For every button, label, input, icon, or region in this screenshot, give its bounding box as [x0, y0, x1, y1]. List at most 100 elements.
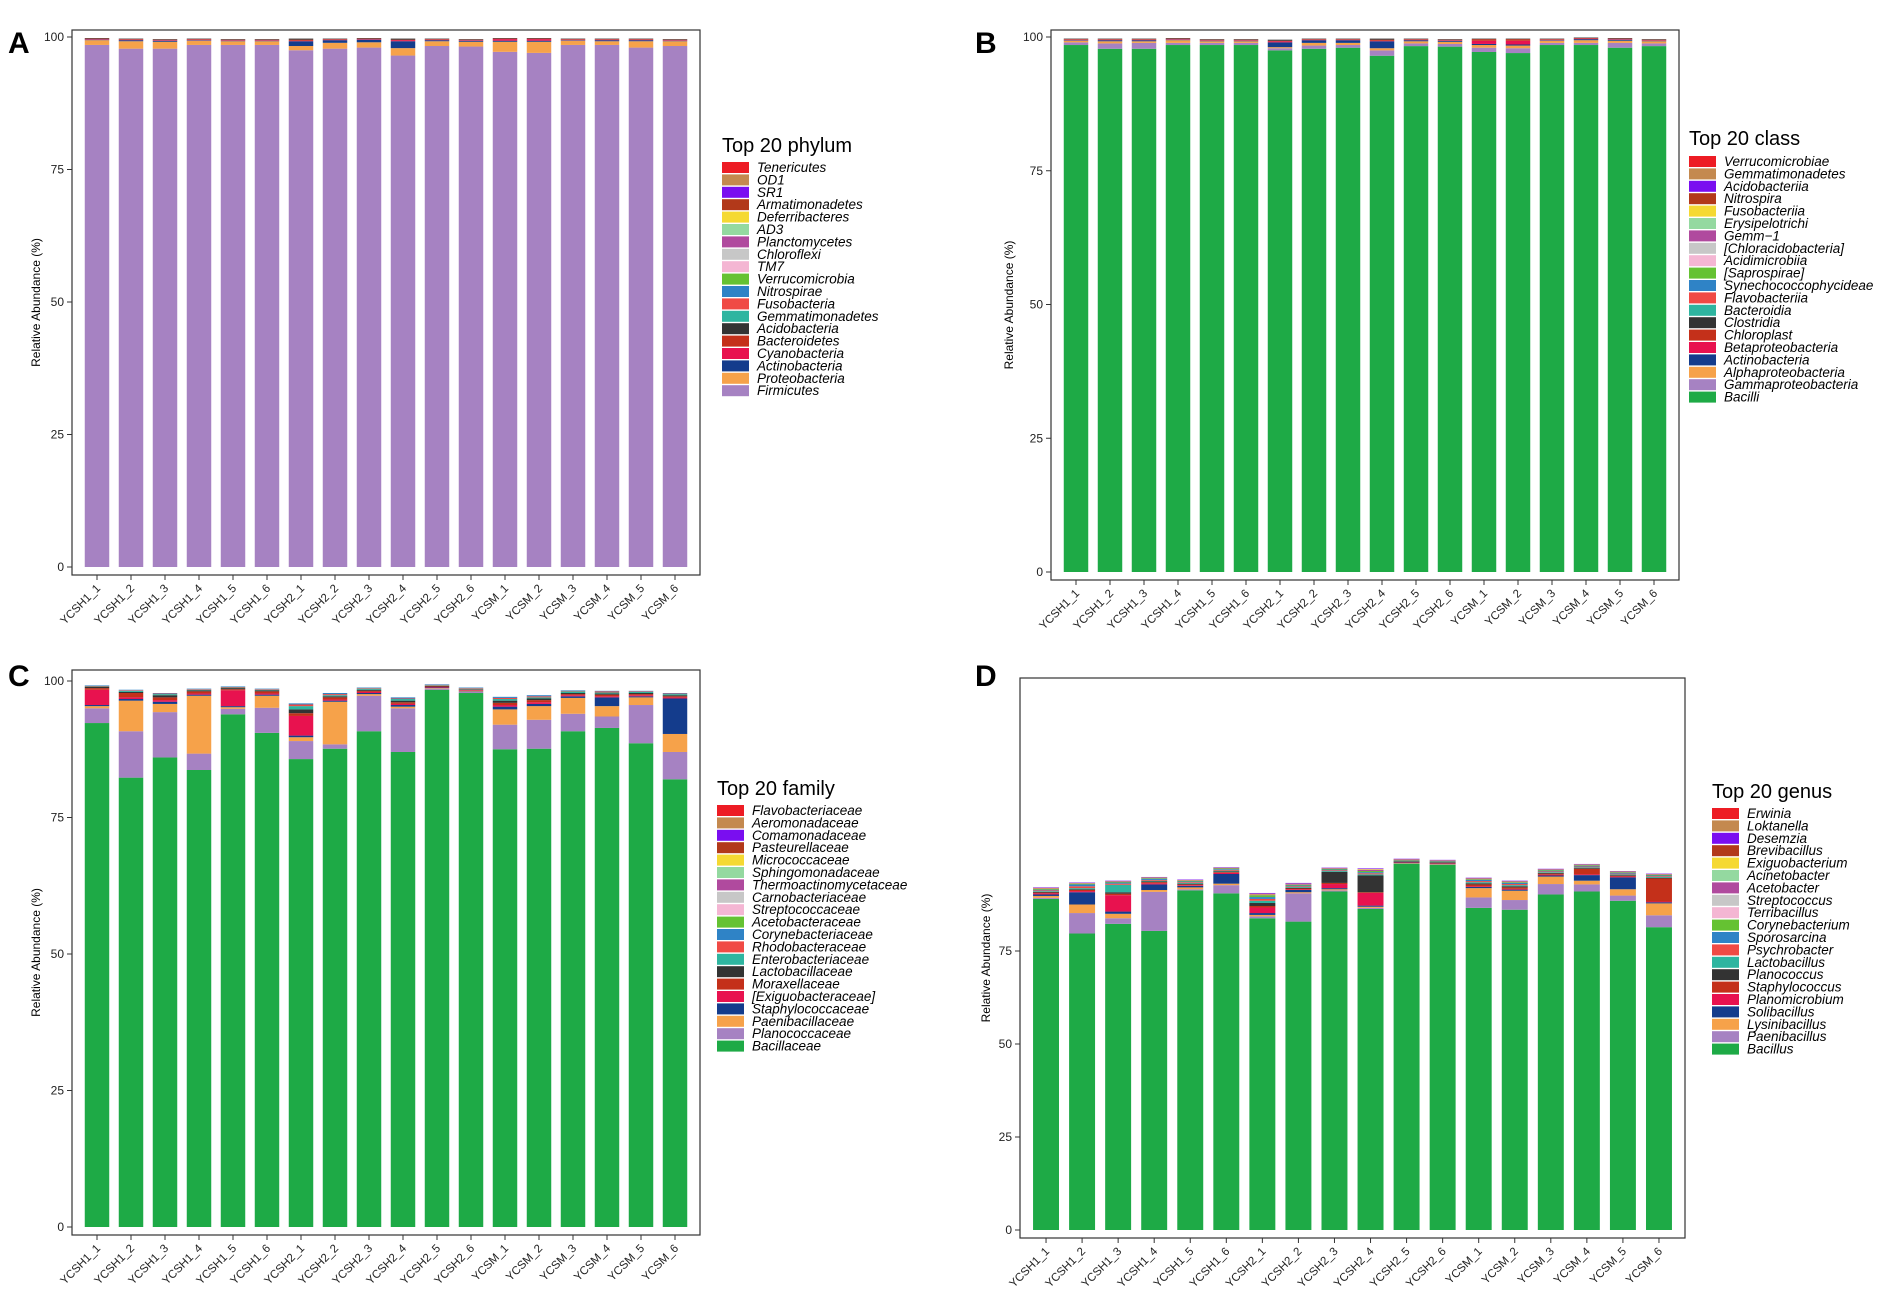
bar-segment-moraxellaceae [322, 697, 348, 700]
bar-segment-gammaproteobacteria [1471, 47, 1497, 52]
bar-segment-staphylococcaceae [390, 705, 416, 707]
bar-segment-chloroplast [1063, 39, 1089, 40]
bar-segment-betaproteobacteria [1437, 40, 1463, 41]
bar-segment-acetobacter [1285, 884, 1312, 885]
bar-segment-sporosarcina [1285, 885, 1312, 887]
bar-segment-actinobacteria [322, 40, 348, 43]
bar-segment-psychrobacter [1321, 870, 1348, 872]
y-tick-label: 25 [999, 1130, 1013, 1144]
bar-segment-lysinibacillus [1645, 903, 1672, 916]
legend-swatch [722, 372, 749, 384]
bar-segment-gammaproteobacteria [1335, 45, 1361, 48]
bar-segment-sporosarcina [1033, 889, 1060, 891]
bar-segment-staphylococcaceae [628, 696, 654, 698]
bar-segment-actinobacteria [118, 40, 144, 42]
bar-segment-rhodobacteraceae [458, 688, 484, 689]
legend-label: Firmicutes [757, 383, 820, 398]
legend-label: [Chloracidobacteria] [1723, 241, 1845, 256]
bar-segment-planococcus [1285, 887, 1312, 889]
legend-swatch [717, 1003, 744, 1015]
bar-YCSH2_1 [1267, 39, 1293, 572]
bar-segment-lactobacillus [1645, 876, 1672, 878]
bar-segment-corynebacteriaceae [526, 695, 552, 697]
bar-segment-solibacillus [1609, 877, 1636, 890]
bar-YCSH1_6 [1213, 867, 1240, 1230]
legend-label: Synechococcophycideae [1724, 278, 1873, 293]
panel-letter: A [8, 27, 30, 60]
bar-segment-exiguobacterium [1213, 867, 1240, 869]
bar-segment-bacillus [1609, 900, 1636, 1230]
bar-segment-moraxellaceae [152, 697, 178, 701]
bar-segment-enterobacteriaceae [526, 697, 552, 699]
bar-segment-psychrobacter [1645, 876, 1672, 877]
bar-segment-acetobacter [1105, 881, 1132, 882]
bar-YCSM_4 [1573, 37, 1599, 572]
legend-swatch [1712, 870, 1739, 881]
bar-segment-clostridia [1267, 39, 1293, 41]
bar-segment-clostridia [1505, 38, 1531, 40]
bar-segment-lactobacillus [1033, 891, 1060, 892]
y-tick-label: 50 [1030, 298, 1044, 312]
bar-segment-lactobacillus [1105, 884, 1132, 893]
bar-segment-gammaproteobacteria [1437, 43, 1463, 47]
bar-segment-planococcaceae [152, 712, 178, 758]
bar-segment-lactobacillus [1321, 871, 1348, 872]
bar-segment-psychrobacter [1609, 873, 1636, 875]
bar-segment-enterobacteriaceae [84, 686, 110, 688]
bar-segment-proteobacteria [662, 41, 688, 47]
bar-segment-planococcaceae [458, 691, 484, 694]
legend-label: Streptococcus [1747, 893, 1833, 908]
bar-YCSM_5 [628, 690, 654, 1227]
bar-YCSM_3 [1537, 868, 1564, 1230]
bar-segment-bacilli [1233, 45, 1259, 572]
bar-segment-alphaproteobacteria [1437, 41, 1463, 44]
bar-segment-betaproteobacteria [1301, 39, 1327, 41]
bar-segment-bacilli [1505, 53, 1531, 573]
bar-segment-clostridia [1233, 39, 1259, 40]
bar-segment-planomicrobium [1537, 874, 1564, 876]
panel-letter: C [8, 660, 30, 693]
bar-segment-sporosarcina [1177, 881, 1204, 883]
bar-segment-gammaproteobacteria [1063, 42, 1089, 46]
bar-segment-actinobacteria [84, 39, 110, 41]
bar-YCSM_1 [492, 38, 518, 567]
bar-segment-actinobacteria [1097, 40, 1123, 42]
bar-segment-bacteroidetes [118, 39, 144, 40]
bar-segment-corynebacteriaceae [152, 693, 178, 694]
bar-segment-lactobacillaceae [458, 689, 484, 690]
legend-label: Planctomycetes [757, 234, 853, 249]
bar-segment-acetobacter [1609, 871, 1636, 873]
bar-segment-planococcus [1321, 871, 1348, 883]
bar-segment-acidobacteria [84, 38, 110, 39]
legend-swatch [1712, 820, 1739, 832]
bar-segment-planomicrobium [1105, 895, 1132, 912]
bar-segment--exiguobacteraceae- [390, 703, 416, 706]
bar-segment-proteobacteria [322, 42, 348, 49]
bar-segment-gammaproteobacteria [1267, 48, 1293, 51]
bar-YCSH1_6 [254, 688, 280, 1227]
bar-YCSM_3 [560, 690, 586, 1227]
bar-segment-sporosarcina [1105, 882, 1132, 884]
bar-segment-proteobacteria [356, 42, 382, 48]
bar-segment-cyanobacteria [526, 39, 552, 41]
bar-segment-planococcaceae [186, 753, 212, 770]
bar-segment-acidobacteria [118, 38, 144, 40]
bar-segment-proteobacteria [118, 41, 144, 49]
bar-segment-acidobacteria [254, 39, 280, 40]
bar-segment-actinobacteria [254, 40, 280, 42]
bar-segment-betaproteobacteria [1063, 39, 1089, 41]
legend-swatch [1689, 230, 1716, 242]
bar-YCSM_5 [1609, 871, 1636, 1230]
bar-segment-sporosarcina [1249, 897, 1276, 899]
bar-segment-actinobacteria [1369, 41, 1395, 49]
bar-segment-acetobacter [1069, 883, 1096, 884]
bar-YCSH2_6 [1429, 859, 1456, 1230]
bar-segment-corynebacteriaceae [356, 687, 382, 689]
bar-segment-alphaproteobacteria [1607, 40, 1633, 43]
bar-segment-clostridia [1097, 38, 1123, 40]
bar-segment-solibacillus [1069, 892, 1096, 905]
bar-segment-exiguobacterium [1105, 881, 1132, 882]
legend-label: Gemmatimonadetes [757, 309, 879, 324]
bar-segment-sporosarcina [1501, 882, 1528, 885]
